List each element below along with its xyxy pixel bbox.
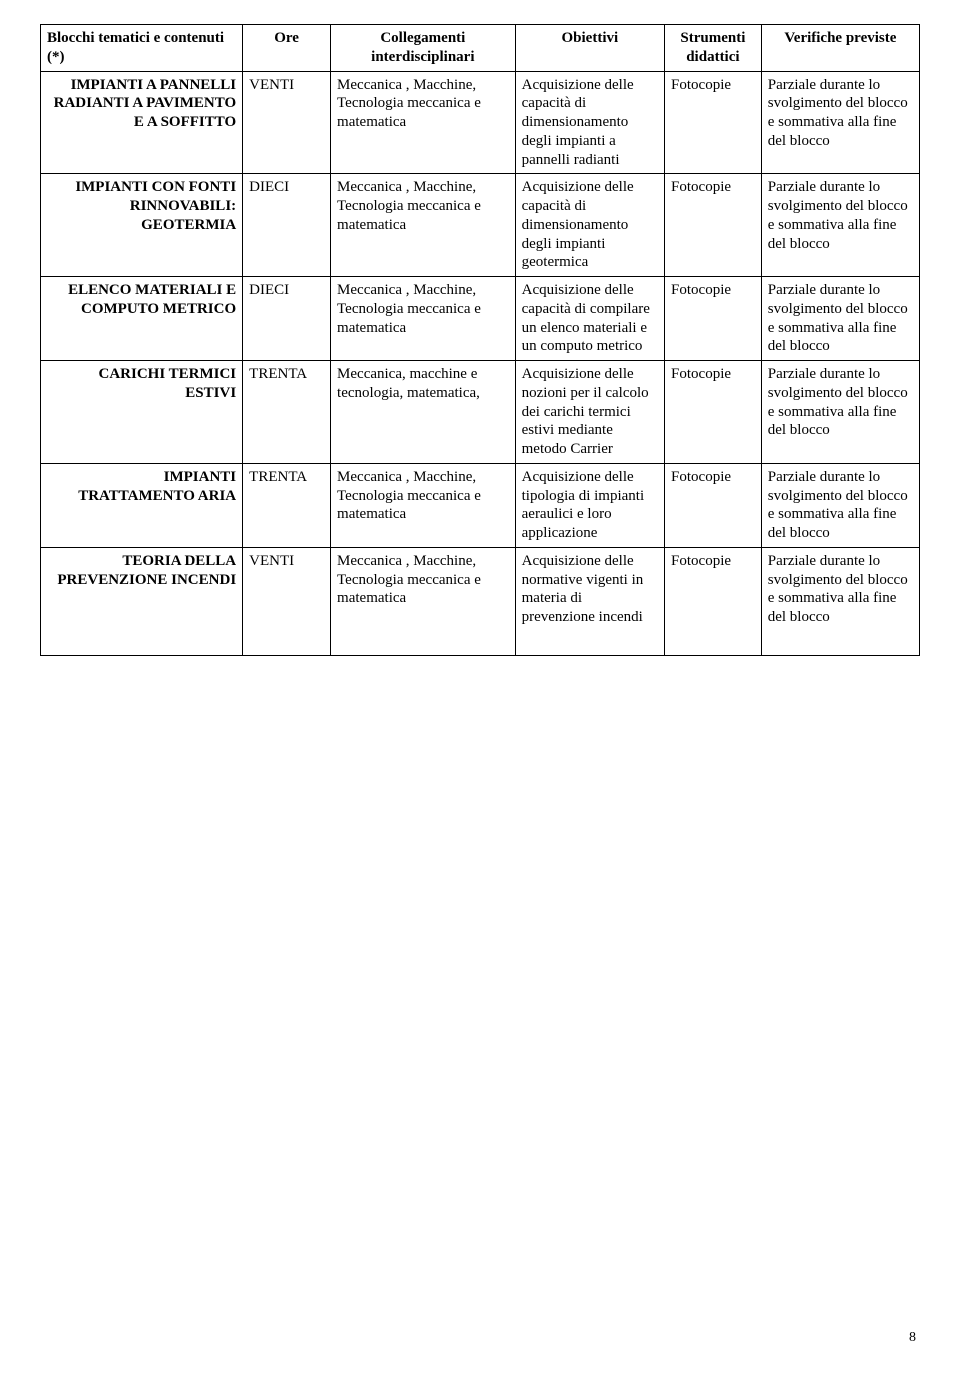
cell-hours: TRENTA	[243, 463, 331, 547]
col-header-hours: Ore	[243, 25, 331, 72]
cell-links: Meccanica , Macchine, Tecnologia meccani…	[331, 277, 516, 361]
cell-checks: Parziale durante lo svolgimento del bloc…	[761, 174, 919, 277]
cell-hours: DIECI	[243, 277, 331, 361]
cell-hours: VENTI	[243, 547, 331, 655]
cell-objectives: Acquisizione delle tipologia di impianti…	[515, 463, 664, 547]
cell-hours: DIECI	[243, 174, 331, 277]
cell-topic: IMPIANTI TRATTAMENTO ARIA	[41, 463, 243, 547]
cell-checks: Parziale durante lo svolgimento del bloc…	[761, 547, 919, 655]
cell-objectives: Acquisizione delle capacità di compilare…	[515, 277, 664, 361]
cell-links: Meccanica , Macchine, Tecnologia meccani…	[331, 174, 516, 277]
cell-checks: Parziale durante lo svolgimento del bloc…	[761, 361, 919, 464]
content-table: Blocchi tematici e contenuti (*) Ore Col…	[40, 24, 920, 656]
table-row: TEORIA DELLA PREVENZIONE INCENDI VENTI M…	[41, 547, 920, 655]
cell-objectives: Acquisizione delle capacità di dimension…	[515, 174, 664, 277]
cell-tools: Fotocopie	[665, 361, 762, 464]
col-header-checks: Verifiche previste	[761, 25, 919, 72]
table-row: IMPIANTI TRATTAMENTO ARIA TRENTA Meccani…	[41, 463, 920, 547]
table-row: ELENCO MATERIALI E COMPUTO METRICO DIECI…	[41, 277, 920, 361]
col-header-links: Collegamenti interdisciplinari	[331, 25, 516, 72]
cell-topic: ELENCO MATERIALI E COMPUTO METRICO	[41, 277, 243, 361]
cell-objectives: Acquisizione delle capacità di dimension…	[515, 71, 664, 174]
cell-tools: Fotocopie	[665, 547, 762, 655]
cell-topic: CARICHI TERMICI ESTIVI	[41, 361, 243, 464]
table-row: CARICHI TERMICI ESTIVI TRENTA Meccanica,…	[41, 361, 920, 464]
cell-hours: TRENTA	[243, 361, 331, 464]
table-row: IMPIANTI CON FONTI RINNOVABILI: GEOTERMI…	[41, 174, 920, 277]
cell-tools: Fotocopie	[665, 71, 762, 174]
cell-links: Meccanica , Macchine, Tecnologia meccani…	[331, 463, 516, 547]
cell-links: Meccanica , Macchine, Tecnologia meccani…	[331, 547, 516, 655]
cell-tools: Fotocopie	[665, 463, 762, 547]
col-header-topic: Blocchi tematici e contenuti (*)	[41, 25, 243, 72]
cell-tools: Fotocopie	[665, 174, 762, 277]
cell-topic: IMPIANTI A PANNELLI RADIANTI A PAVIMENTO…	[41, 71, 243, 174]
cell-links: Meccanica , Macchine, Tecnologia meccani…	[331, 71, 516, 174]
cell-topic: IMPIANTI CON FONTI RINNOVABILI: GEOTERMI…	[41, 174, 243, 277]
cell-checks: Parziale durante lo svolgimento del bloc…	[761, 463, 919, 547]
cell-topic: TEORIA DELLA PREVENZIONE INCENDI	[41, 547, 243, 655]
page-number: 8	[909, 1330, 916, 1346]
table-header-row: Blocchi tematici e contenuti (*) Ore Col…	[41, 25, 920, 72]
cell-objectives: Acquisizione delle normative vigenti in …	[515, 547, 664, 655]
cell-checks: Parziale durante lo svolgimento del bloc…	[761, 71, 919, 174]
cell-hours: VENTI	[243, 71, 331, 174]
cell-links: Meccanica, macchine e tecnologia, matema…	[331, 361, 516, 464]
col-header-objectives: Obiettivi	[515, 25, 664, 72]
table-row: IMPIANTI A PANNELLI RADIANTI A PAVIMENTO…	[41, 71, 920, 174]
cell-checks: Parziale durante lo svolgimento del bloc…	[761, 277, 919, 361]
col-header-tools: Strumenti didattici	[665, 25, 762, 72]
cell-objectives: Acquisizione delle nozioni per il calcol…	[515, 361, 664, 464]
cell-tools: Fotocopie	[665, 277, 762, 361]
table-body: IMPIANTI A PANNELLI RADIANTI A PAVIMENTO…	[41, 71, 920, 655]
